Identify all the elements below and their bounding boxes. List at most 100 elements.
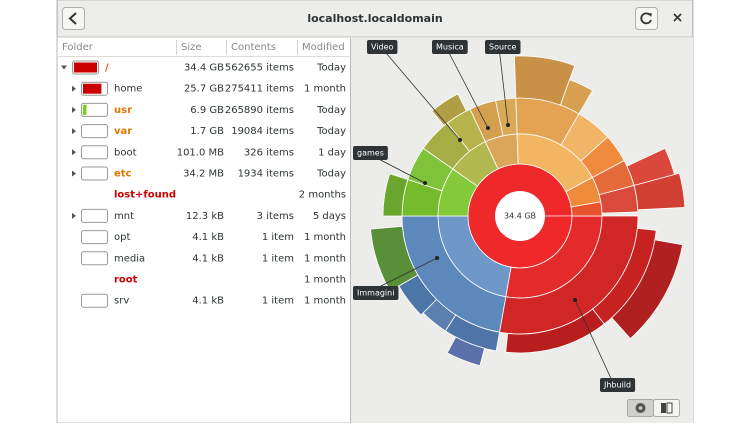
column-header: Contents xyxy=(231,42,276,53)
usage-bar xyxy=(81,293,108,308)
usage-fill xyxy=(74,62,97,73)
reload-button[interactable] xyxy=(635,7,658,30)
folder-size: 101.0 MB xyxy=(177,147,224,158)
folder-modified: 1 month xyxy=(304,84,346,95)
folder-size: 4.1 kB xyxy=(192,296,224,307)
folder-size: 4.1 kB xyxy=(192,253,224,264)
column-header: Folder xyxy=(62,42,94,53)
treemap-icon xyxy=(661,403,666,413)
folder-modified: 1 month xyxy=(304,232,346,243)
back-button[interactable] xyxy=(62,7,85,30)
folder-size: 12.3 kB xyxy=(186,211,224,222)
folder-row[interactable]: media 4.1 kB 1 item 1 month xyxy=(81,251,347,266)
folder-size: 25.7 GB xyxy=(184,84,224,95)
column-header: Modified xyxy=(302,42,345,53)
leader-dot xyxy=(573,298,577,302)
expander xyxy=(72,212,76,219)
segment-label-box xyxy=(353,146,388,160)
folder-modified: 1 day xyxy=(318,147,346,158)
back-button-box[interactable] xyxy=(62,7,85,30)
folder-row[interactable]: srv 4.1 kB 1 item 1 month xyxy=(81,293,347,308)
folder-size: 6.9 GB xyxy=(190,105,224,116)
segment-label-box xyxy=(485,40,521,54)
folder-contents: 275411 items xyxy=(225,84,294,95)
usage-bar xyxy=(81,230,108,245)
folder-row[interactable]: mnt 12.3 kB 3 items 5 days xyxy=(72,208,346,223)
sunburst-segment xyxy=(505,308,605,354)
folder-modified: Today xyxy=(316,169,346,180)
folder-size: 1.7 GB xyxy=(190,126,224,137)
usage-bar xyxy=(81,251,108,266)
folder-modified: 5 days xyxy=(313,211,346,222)
close-button[interactable] xyxy=(673,13,682,22)
folder-contents: 1 item xyxy=(262,296,294,307)
leader-line xyxy=(498,46,509,126)
folder-name: home xyxy=(114,84,142,95)
sunburst-segment xyxy=(382,173,409,217)
segment-label: Video xyxy=(371,43,394,52)
leader-dot xyxy=(423,181,427,185)
sunburst-segment xyxy=(370,225,419,292)
folder-modified: 1 month xyxy=(304,253,346,264)
folder-row[interactable]: boot 101.0 MB 326 items 1 day xyxy=(72,145,346,160)
reload-icon xyxy=(640,12,652,25)
sunburst-segment xyxy=(611,239,683,340)
expander xyxy=(72,149,76,156)
treemap-icon-b xyxy=(666,402,673,414)
expander xyxy=(72,106,76,113)
segment-label-box xyxy=(367,40,398,54)
sunburst-segment xyxy=(559,79,594,115)
sunburst-segment xyxy=(633,172,686,211)
folder-row[interactable]: usr 6.9 GB 265890 items Today xyxy=(72,102,346,117)
view-toggle xyxy=(627,399,680,417)
segment-label-box xyxy=(432,40,468,54)
reload-arrow xyxy=(648,13,652,17)
reload-button-box[interactable] xyxy=(635,7,658,30)
folder-row[interactable]: lost+found 2 months xyxy=(114,190,346,201)
folder-row[interactable]: opt 4.1 kB 1 item 1 month xyxy=(81,230,347,245)
folder-contents: 326 items xyxy=(244,147,294,158)
usage-bar xyxy=(81,102,108,117)
sunburst-segment xyxy=(446,336,485,367)
expander xyxy=(72,170,76,177)
folder-modified: Today xyxy=(316,63,346,74)
folder-row[interactable]: home 25.7 GB 275411 items 1 month xyxy=(72,81,346,96)
leader-dot xyxy=(486,126,490,130)
folder-contents: 265890 items xyxy=(225,105,294,116)
folder-modified: Today xyxy=(316,126,346,137)
folder-name: opt xyxy=(114,232,130,243)
window-title: localhost.localdomain xyxy=(307,12,442,25)
folder-name: srv xyxy=(114,296,129,307)
column-header: Size xyxy=(181,42,202,53)
leader-line xyxy=(574,299,615,386)
expander xyxy=(72,128,76,135)
center-disc xyxy=(495,191,545,241)
sunburst-chart: 34.4 GB Video Musica Source games Immagini Jhb… xyxy=(353,40,686,392)
leader-line xyxy=(380,46,461,141)
folder-row[interactable]: root 1 month xyxy=(114,275,346,286)
folder-name: root xyxy=(114,275,138,286)
folder-row[interactable]: / 34.4 GB 562655 items Today xyxy=(61,60,346,75)
segment-label: games xyxy=(357,149,384,158)
usage-fill xyxy=(83,83,102,94)
folder-modified: 1 month xyxy=(304,296,346,307)
expander xyxy=(61,65,67,70)
folder-name: etc xyxy=(114,169,132,180)
close-icon[interactable] xyxy=(673,13,682,22)
folder-name: var xyxy=(114,126,132,137)
back-icon xyxy=(68,12,77,25)
folder-contents: 3 items xyxy=(257,211,294,222)
folder-name: boot xyxy=(114,147,137,158)
folder-name: usr xyxy=(114,105,132,116)
folder-contents: 19084 items xyxy=(231,126,294,137)
folder-name: mnt xyxy=(114,211,134,222)
folder-size: 34.4 GB xyxy=(184,63,224,74)
folder-contents: 1934 items xyxy=(238,169,294,180)
folder-row[interactable]: var 1.7 GB 19084 items Today xyxy=(72,124,346,139)
leader-dot xyxy=(435,256,439,260)
folder-row[interactable]: etc 34.2 MB 1934 items Today xyxy=(72,166,346,181)
folder-modified: 1 month xyxy=(304,275,346,286)
header-bar xyxy=(57,0,693,38)
rings-icon-hole xyxy=(638,406,643,410)
